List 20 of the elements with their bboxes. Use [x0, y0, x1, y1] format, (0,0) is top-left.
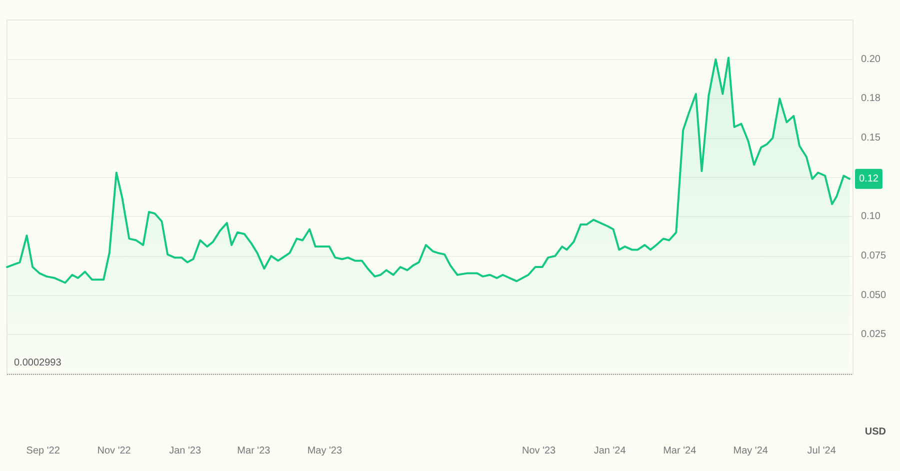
y-tick-label: 0.15: [861, 132, 881, 144]
x-tick-label: Mar '24: [663, 446, 697, 456]
x-tick-label: Jul '24: [807, 446, 836, 456]
x-tick-label: May '23: [307, 446, 342, 456]
x-tick-label: Sep '22: [26, 446, 60, 456]
ref-line-label: 0.0002993: [14, 358, 62, 368]
y-tick-label: 0.050: [861, 290, 886, 301]
y-tick-label: 0.20: [861, 54, 881, 65]
y-tick-label: 0.18: [861, 93, 881, 104]
x-tick-label: May '24: [733, 446, 768, 456]
annotation: 0.12: [859, 173, 879, 184]
x-tick-label: Nov '22: [97, 446, 132, 456]
text: USD: [864, 426, 886, 438]
x-tick-label: Jan '23: [169, 446, 202, 456]
x-tick-label: Mar '23: [237, 446, 271, 456]
y-tick-label: 0.075: [861, 250, 886, 262]
y-tick-label: 0.025: [861, 329, 886, 340]
x-tick-label: Nov '23: [522, 446, 556, 456]
y-tick-label: 0.10: [861, 211, 881, 222]
x-tick-label: Jan '24: [594, 446, 626, 456]
